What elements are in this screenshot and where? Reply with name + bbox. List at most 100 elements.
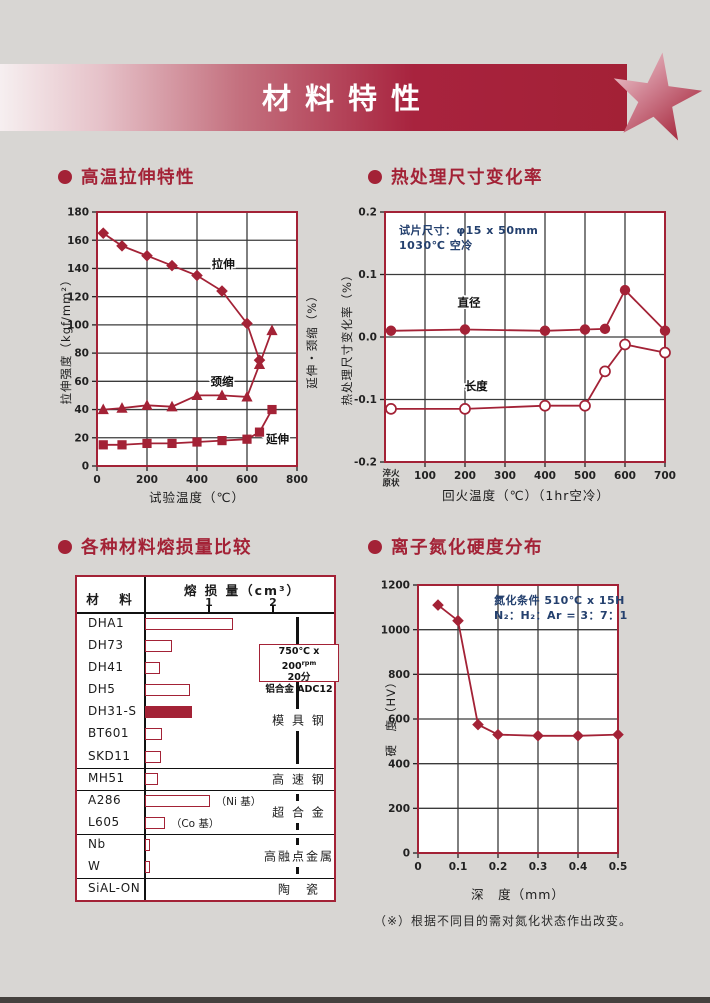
svg-text:180: 180 [67,207,89,219]
svg-text:200: 200 [388,803,410,815]
svg-text:400: 400 [388,758,410,770]
section-title-dimchange: 热处理尺寸变化率 [368,164,543,189]
section-title-hardness: 离子氮化硬度分布 [368,534,543,559]
group-line [296,793,299,801]
svg-text:0.2: 0.2 [489,861,508,873]
hardness-distribution-chart: 0 200 400 600 800 1000 1200 0 0.1 0.2 0.3 0.4 0.5 [381,580,628,873]
svg-text:延伸: 延伸 [265,432,289,446]
svg-text:-0.1: -0.1 [354,394,377,406]
bottom-edge-bar [0,997,710,1003]
section-title-label: 离子氮化硬度分布 [391,538,543,558]
scale-tick-2: 2 [269,596,277,609]
hardness-y-axis-label: 硬 度（HV） [384,675,398,757]
melt-loss-bar [145,860,150,873]
svg-text:800: 800 [286,474,308,486]
group-line [296,822,299,830]
bullet-icon [368,539,382,554]
material-label: MH51 [88,770,125,785]
svg-text:60: 60 [74,376,89,388]
footnote: （※）根据不同目的需对氮化状态作出改变。 [374,914,633,928]
material-group-label: 模 具 钢 [272,713,326,728]
melt-loss-bar [145,838,150,851]
material-label: DH73 [88,638,124,653]
svg-text:300: 300 [494,470,516,482]
section-title-label: 高温拉伸特性 [81,168,195,188]
melt-loss-bar [145,684,190,697]
melt-loss-bar [145,640,172,653]
dimchange-x-axis-label: 回火温度（℃）（1hr空冷） [442,488,610,503]
material-label: A286 [88,792,122,807]
svg-text:0.1: 0.1 [449,861,468,873]
svg-text:1000: 1000 [381,624,410,636]
svg-text:600: 600 [388,714,410,726]
series-circle [385,284,671,336]
svg-text:0: 0 [82,461,89,473]
svg-text:140: 140 [67,263,89,275]
svg-text:120: 120 [67,291,89,303]
svg-text:0: 0 [403,848,410,860]
melt-loss-bar [145,772,158,785]
svg-text:原状: 原状 [382,478,400,489]
svg-text:-0.2: -0.2 [354,457,377,469]
tensile-strength-chart: 0 20 40 60 80 100 120 140 160 180 0 200 400 600 800 拉伸颈… [67,207,308,486]
tensile-y-axis-label: 拉伸强度（kgf/mm²） [59,273,73,405]
group-line [296,731,299,764]
section-title-meltloss: 各种材料熔损量比较 [58,534,252,559]
section-divider [77,877,334,880]
svg-text:100: 100 [414,470,436,482]
svg-text:拉伸: 拉伸 [212,257,235,271]
material-label: Nb [88,836,106,851]
material-group-label: 陶 瓷 [277,882,321,897]
svg-text:颈缩: 颈缩 [211,374,234,388]
table-header-divider [77,612,334,614]
svg-text:0: 0 [414,861,421,873]
scale-tick-1: 1 [205,596,213,609]
svg-text:80: 80 [74,348,89,360]
bullet-icon [368,169,382,184]
material-label: DHA1 [88,616,125,630]
svg-text:100: 100 [67,319,89,331]
material-label: W [88,858,101,873]
material-group-label: 超 合 金 [272,805,326,820]
header-banner: 材料特性 [0,64,627,131]
scale-tick-mark [208,605,210,612]
series-triangle [97,324,278,415]
svg-text:800: 800 [388,669,410,681]
material-label: SiAL-ON [88,881,141,895]
melt-loss-bar [145,618,234,630]
tensile-right-axis-label: 延伸・颈缩（%） [305,289,319,389]
svg-text:600: 600 [614,470,636,482]
material-label: DH41 [88,660,124,675]
melt-loss-bar [145,706,192,719]
svg-text:直径: 直径 [458,296,481,310]
svg-text:600: 600 [236,474,258,486]
svg-text:700: 700 [654,470,676,482]
material-column-header: 材 料 [86,592,136,607]
svg-text:20: 20 [74,432,89,444]
svg-text:200: 200 [454,470,476,482]
section-title-label: 热处理尺寸变化率 [391,168,543,188]
svg-text:淬火: 淬火 [382,468,400,479]
section-divider [77,789,334,792]
material-label: DH5 [88,682,116,697]
table-column-divider [144,577,146,900]
bar-note: （Co 基） [170,817,220,830]
svg-text:1200: 1200 [381,580,410,592]
series-circle-open [385,338,671,415]
series-square [98,404,277,450]
section-divider [77,833,334,836]
svg-text:长度: 长度 [465,379,488,393]
material-label: DH31-S [88,704,137,719]
melt-loss-bar [145,662,160,675]
meltloss-column-header: 熔 损 量（cm³） [183,583,302,598]
material-group-label: 高 速 钢 [272,772,326,787]
bullet-icon [58,169,72,184]
page-title: 材料特性 [261,80,435,115]
scale-tick-mark [272,605,274,612]
material-label: SKD11 [88,748,131,763]
svg-text:0.2: 0.2 [358,207,377,219]
svg-text:0.0: 0.0 [358,332,377,344]
melt-loss-bar [145,794,210,807]
